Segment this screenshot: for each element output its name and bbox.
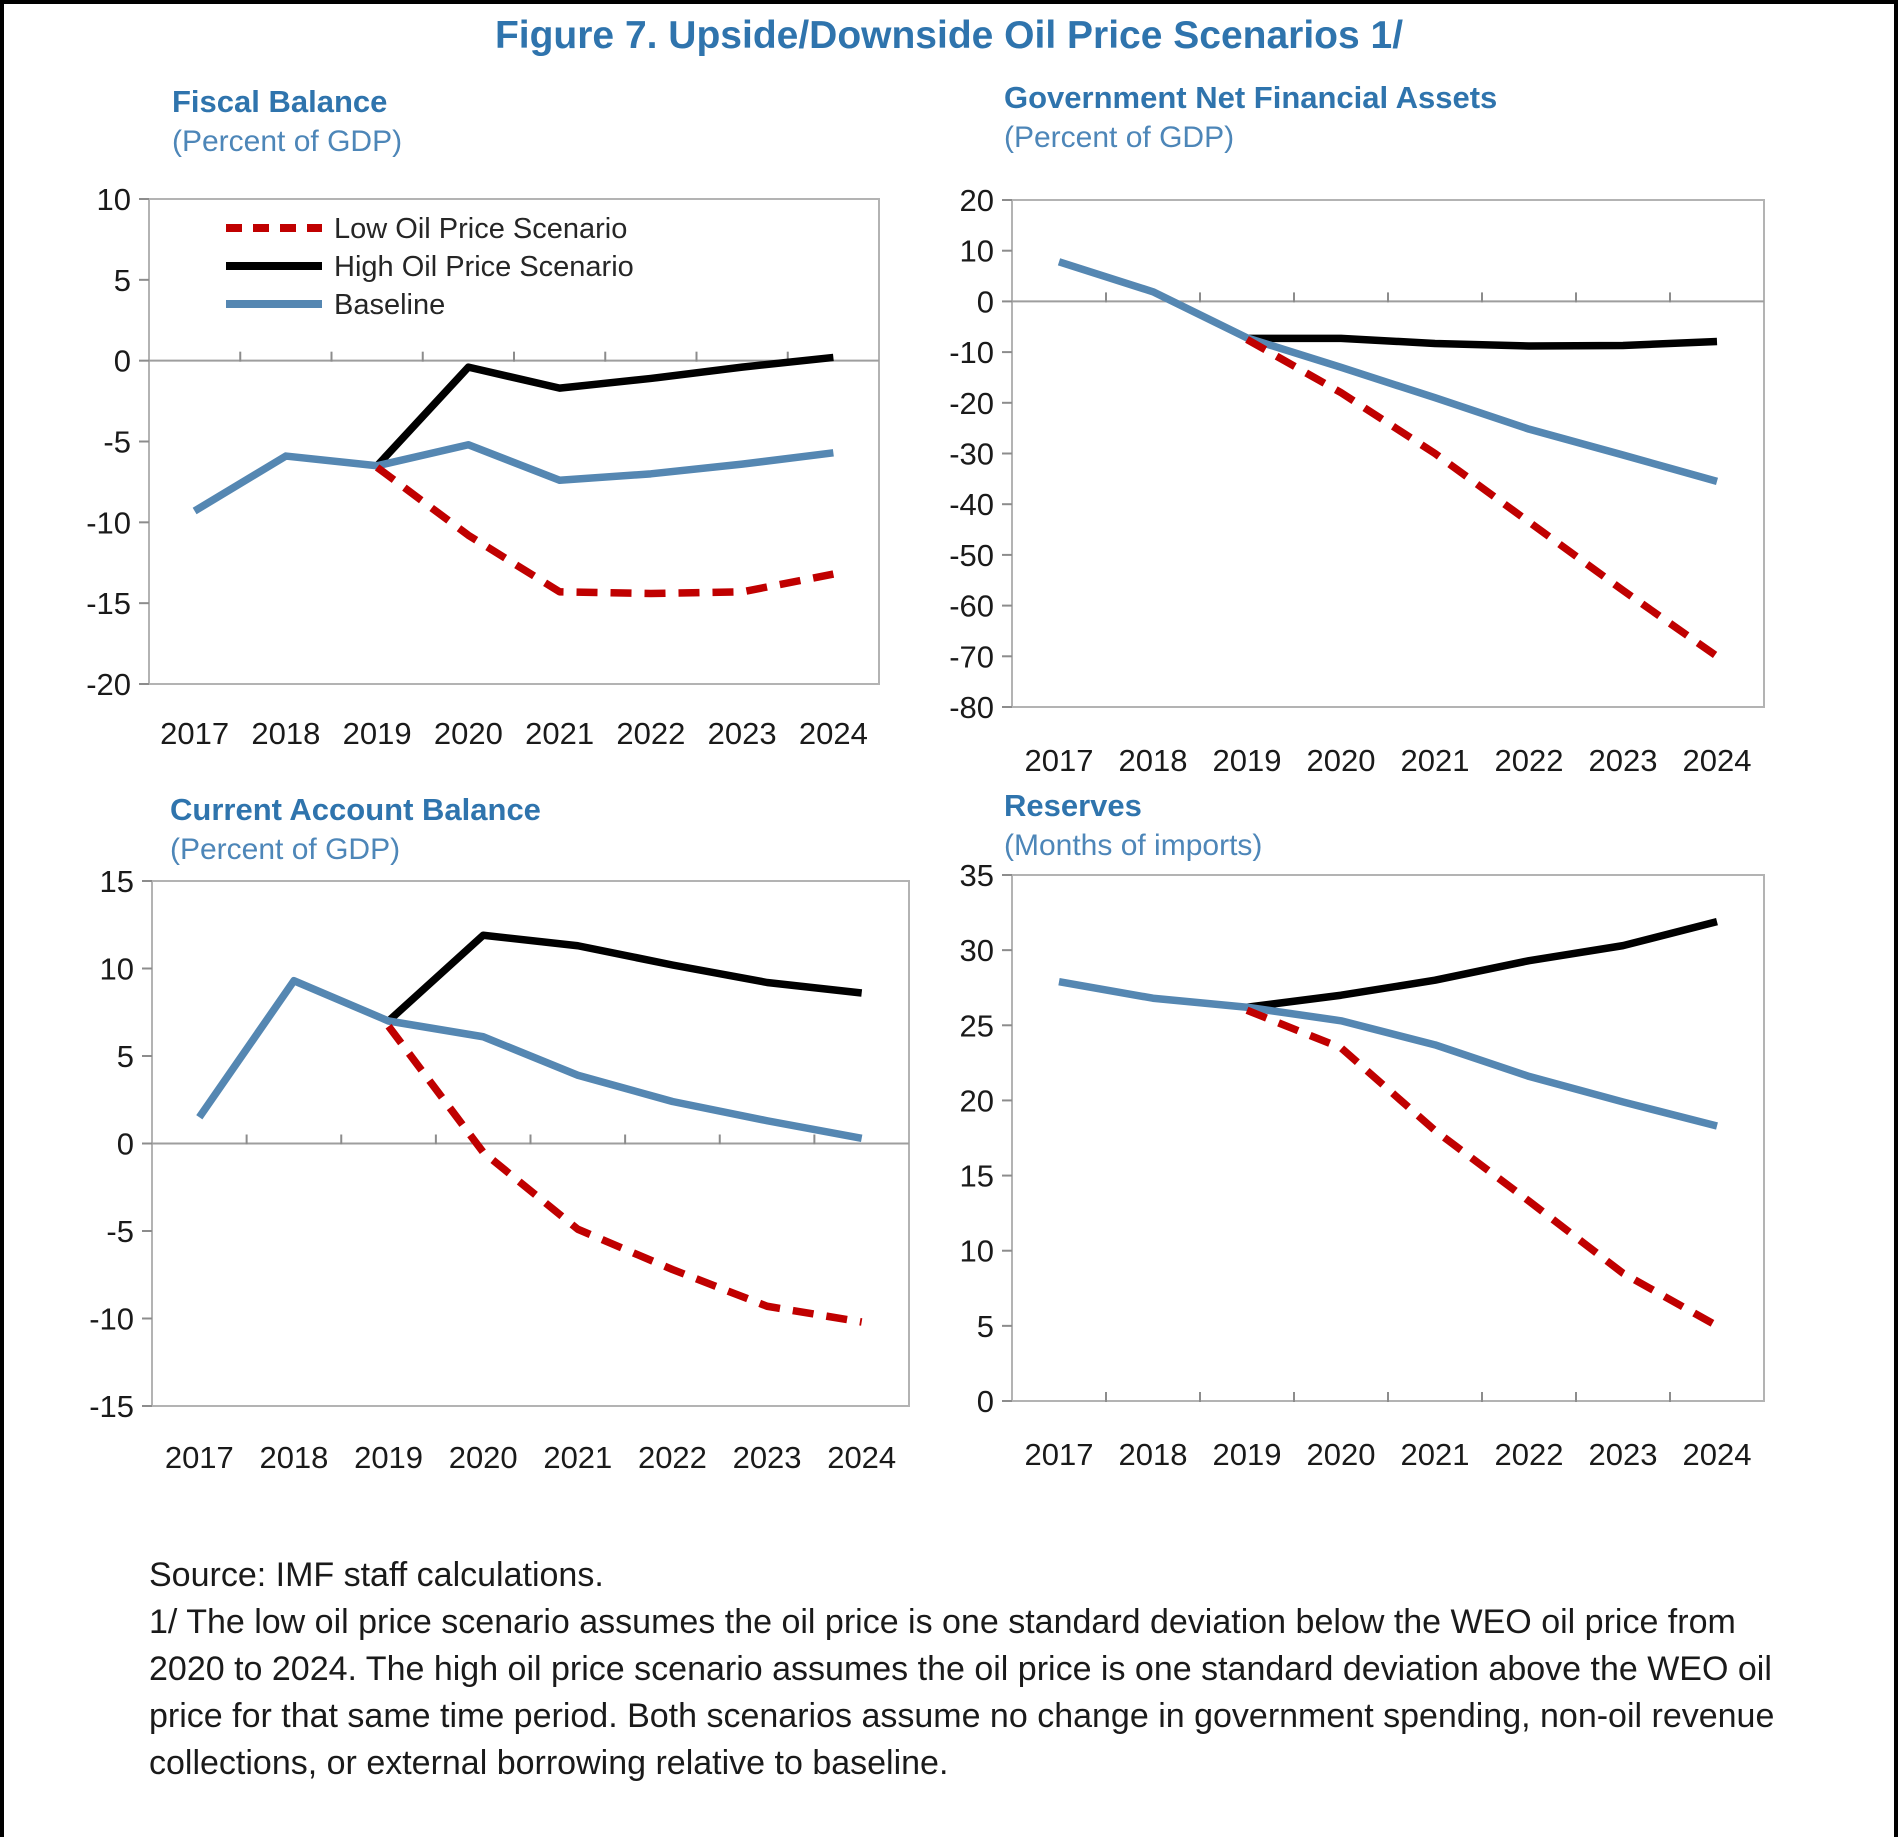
series-baseline [196,977,863,1142]
figure-title: Figure 7. Upside/Downside Oil Price Scen… [494,14,1404,57]
svg-text:0: 0 [977,284,994,319]
series-baseline [192,440,834,515]
svg-text:2017: 2017 [160,716,229,751]
svg-text:2023: 2023 [1589,743,1658,778]
svg-text:2019: 2019 [354,1440,423,1475]
svg-text:-10: -10 [949,335,994,370]
svg-text:2022: 2022 [1495,743,1564,778]
chart-subtitle-current-account: (Percent of GDP) [170,833,401,866]
svg-text:2022: 2022 [638,1440,707,1475]
svg-text:10: 10 [97,182,131,217]
series-low [374,464,835,598]
svg-text:-50: -50 [949,538,994,573]
svg-text:2022: 2022 [616,716,685,751]
series-baseline [1057,258,1719,485]
series-high [1246,917,1718,1011]
svg-text:-80: -80 [949,690,994,725]
svg-text:-15: -15 [89,1389,134,1424]
svg-text:2019: 2019 [1213,743,1282,778]
svg-text:-30: -30 [949,437,994,472]
plot-current-account-balance: 15 10 5 0 -5 -10 -15 2017 2018 2019 2020 2021 2022 20… [89,864,910,1475]
footnote-source: Source: IMF staff calculations. [149,1556,604,1594]
svg-text:-15: -15 [86,586,131,621]
svg-text:-5: -5 [103,425,131,460]
svg-text:2024: 2024 [1683,1437,1752,1472]
svg-text:20: 20 [960,1083,994,1118]
svg-text:10: 10 [960,234,994,269]
svg-text:2023: 2023 [1589,1437,1658,1472]
svg-text:10: 10 [960,1234,994,1269]
svg-text:5: 5 [117,1039,134,1074]
svg-text:0: 0 [977,1384,994,1419]
series-low [385,1023,863,1326]
svg-text:2018: 2018 [1119,743,1188,778]
svg-text:-20: -20 [949,386,994,421]
svg-text:2018: 2018 [259,1440,328,1475]
svg-text:2023: 2023 [733,1440,802,1475]
svg-text:0: 0 [114,344,131,379]
chart-title-fiscal-balance: Fiscal Balance [172,84,388,119]
series-high [374,353,834,469]
chart-title-govt-net-assets: Government Net Financial Assets [1004,80,1498,115]
svg-text:-10: -10 [89,1302,134,1337]
chart-title-current-account: Current Account Balance [170,792,541,827]
series-high [386,931,863,1024]
legend-label-low: Low Oil Price Scenario [334,213,627,245]
svg-text:-60: -60 [949,589,994,624]
svg-text:2020: 2020 [434,716,503,751]
svg-text:2024: 2024 [1683,743,1752,778]
svg-text:2017: 2017 [1025,743,1094,778]
svg-text:0: 0 [117,1127,134,1162]
svg-text:2020: 2020 [449,1440,518,1475]
svg-text:20: 20 [960,183,994,218]
series-low [1245,1006,1719,1330]
svg-text:2020: 2020 [1307,743,1376,778]
svg-text:-20: -20 [86,667,131,702]
svg-text:2021: 2021 [1401,743,1470,778]
svg-text:2024: 2024 [799,716,868,751]
svg-text:2023: 2023 [708,716,777,751]
plot-reserves: 35 30 25 20 15 10 5 0 2017 2018 2019 2020 2021 2022 20… [960,858,1765,1472]
svg-text:15: 15 [100,864,134,899]
svg-text:10: 10 [100,952,134,987]
svg-text:25: 25 [960,1008,994,1043]
series-baseline [1058,978,1718,1130]
footnote-note: 1/ The low oil price scenario assumes th… [149,1602,1775,1782]
plot-government-net-financial-assets: 20 10 0 -10 -20 -30 -40 -50 -60 -70 -80 2017 2018 201… [949,183,1765,778]
svg-text:2022: 2022 [1495,1437,1564,1472]
figure-footnote: Source: IMF staff calculations. 1/ The l… [149,1552,1814,1787]
svg-text:5: 5 [114,263,131,298]
svg-text:2021: 2021 [543,1440,612,1475]
svg-text:2021: 2021 [1401,1437,1470,1472]
svg-text:30: 30 [960,933,994,968]
chart-subtitle-fiscal-balance: (Percent of GDP) [172,125,403,158]
chart-title-reserves: Reserves [1004,788,1142,823]
svg-text:2019: 2019 [343,716,412,751]
svg-text:-40: -40 [949,487,994,522]
svg-text:2018: 2018 [251,716,320,751]
legend-label-high: High Oil Price Scenario [334,251,634,283]
legend-label-baseline: Baseline [334,289,445,321]
svg-text:15: 15 [960,1159,994,1194]
svg-text:-10: -10 [86,505,131,540]
chart-subtitle-reserves: (Months of imports) [1004,829,1263,862]
svg-text:2019: 2019 [1213,1437,1282,1472]
chart-subtitle-govt-net-assets: (Percent of GDP) [1004,121,1235,154]
svg-text:5: 5 [977,1309,994,1344]
svg-text:2024: 2024 [827,1440,896,1475]
svg-text:2020: 2020 [1307,1437,1376,1472]
series-low [1245,336,1720,660]
svg-text:-5: -5 [106,1214,134,1249]
svg-text:2018: 2018 [1119,1437,1188,1472]
series-high [1247,334,1718,350]
svg-text:-70: -70 [949,639,994,674]
svg-text:2017: 2017 [165,1440,234,1475]
svg-text:2021: 2021 [525,716,594,751]
svg-text:2017: 2017 [1025,1437,1094,1472]
svg-text:35: 35 [960,858,994,893]
plot-fiscal-balance: 10 5 0 -5 -10 -15 -20 2017 2018 2019 2020 2021 2022 2… [86,182,880,751]
